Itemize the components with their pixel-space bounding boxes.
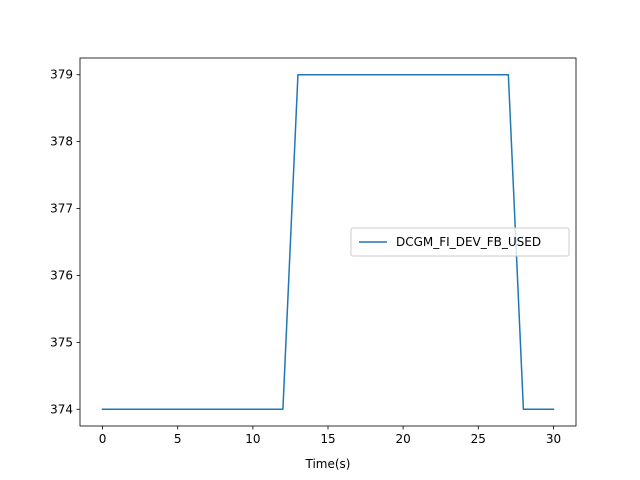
x-tick-label: 15	[320, 432, 335, 446]
legend-box	[350, 227, 570, 257]
x-axis: 0 5 10 15 20 25 30	[99, 426, 561, 446]
x-tick-label: 10	[245, 432, 260, 446]
y-axis: 374 375 376 377 378 379	[50, 68, 80, 416]
x-tick-label: 25	[471, 432, 486, 446]
y-tick-label: 377	[50, 202, 73, 216]
y-tick-label: 375	[50, 335, 73, 349]
y-tick-label: 376	[50, 268, 73, 282]
plot-area	[101, 73, 555, 411]
legend: DCGM_FI_DEV_FB_USED	[350, 227, 570, 257]
y-tick-label: 374	[50, 402, 73, 416]
x-tick-label: 5	[174, 432, 182, 446]
x-axis-label: Time(s)	[305, 457, 351, 471]
x-tick-label: 20	[396, 432, 411, 446]
x-tick-label: 30	[546, 432, 561, 446]
legend-entry-label: DCGM_FI_DEV_FB_USED	[396, 235, 541, 249]
y-tick-label: 378	[50, 135, 73, 149]
series-line	[101, 73, 555, 411]
x-tick-label: 0	[99, 432, 107, 446]
y-tick-label: 379	[50, 68, 73, 82]
